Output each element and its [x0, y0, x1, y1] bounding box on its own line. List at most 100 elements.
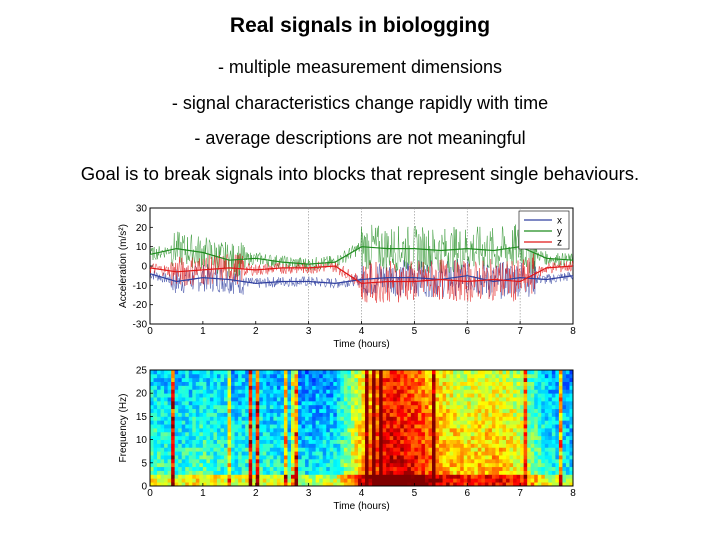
spectrogram-cell — [513, 455, 517, 460]
spectrogram-cell — [199, 385, 204, 390]
spectrogram-cell — [516, 370, 521, 375]
spectrogram-cell — [551, 400, 556, 406]
spectrogram-cell — [164, 478, 169, 483]
spectrogram-cell — [273, 397, 278, 402]
spectrogram-cell — [188, 435, 193, 440]
spectrogram-cell — [474, 462, 479, 468]
spectrogram-cell — [410, 381, 415, 386]
spectrogram-cell — [502, 424, 507, 429]
spectrogram-cell — [386, 373, 391, 379]
spectrogram-cell — [432, 478, 436, 483]
spectrogram-cell — [241, 428, 246, 433]
spectrogram-cell — [333, 412, 338, 417]
spectrogram-cell — [220, 404, 225, 410]
spectrogram-cell — [453, 412, 458, 417]
spectrogram-cell — [164, 428, 169, 433]
spectrogram-cell — [442, 393, 447, 398]
spectrogram-cell — [252, 439, 257, 444]
spectrogram-cell — [417, 373, 422, 379]
spectrogram-cell — [259, 439, 264, 444]
spectrogram-cell — [396, 385, 401, 390]
spectrogram-cell — [446, 393, 451, 398]
spectrogram-cell — [188, 458, 193, 464]
spectrogram-cell — [393, 439, 398, 444]
spectrogram-cell — [410, 370, 415, 375]
spectrogram-cell — [389, 404, 394, 410]
spectrogram-cell — [428, 404, 433, 410]
spectrogram-cell — [241, 420, 246, 425]
signal-noise — [149, 224, 574, 303]
spectrogram-cell — [188, 451, 193, 456]
spectrogram-cell — [245, 462, 250, 468]
spectrogram-cell — [174, 389, 179, 394]
spectrogram-cell — [333, 424, 338, 429]
spectrogram-cell — [442, 451, 447, 456]
spectrogram-cell — [509, 377, 514, 382]
spectrogram-cell — [449, 416, 454, 421]
spectrogram-cell — [213, 462, 218, 468]
spectrogram-cell — [537, 439, 542, 444]
spectrogram-cell — [460, 381, 465, 386]
spectrogram-cell — [350, 377, 355, 382]
x-tick-label: 0 — [147, 326, 153, 337]
spectrogram-cell — [301, 412, 306, 417]
spectrogram-cell — [368, 408, 373, 413]
spectrogram-cell — [372, 424, 376, 429]
spectrogram-cell — [312, 439, 317, 444]
spectrogram-cell — [379, 377, 384, 382]
spectrogram-cell — [357, 389, 362, 394]
spectrogram-cell — [421, 451, 426, 456]
spectrogram-cell — [266, 428, 271, 433]
spectrogram-cell — [150, 462, 154, 468]
spectrogram-cell — [474, 451, 479, 456]
spectrogram-cell — [498, 482, 503, 487]
spectrogram-cell — [171, 381, 176, 386]
spectrogram-cell — [291, 447, 295, 452]
spectrogram-cell — [178, 474, 183, 479]
spectrogram-cell — [541, 420, 546, 425]
spectrogram-cell — [361, 397, 366, 402]
spectrogram-cell — [467, 478, 472, 483]
spectrogram-cell — [206, 462, 211, 468]
spectrogram-cell — [555, 462, 560, 468]
spectrogram-cell — [368, 474, 373, 479]
spectrogram-cell — [308, 482, 313, 487]
spectrogram-cell — [446, 404, 451, 410]
spectrogram-cell — [357, 428, 362, 433]
spectrogram-cell — [350, 428, 355, 433]
spectrogram-cell — [280, 397, 285, 402]
spectrogram-cell — [421, 412, 426, 417]
spectrogram-cell — [424, 385, 429, 390]
spectrogram-cell — [308, 404, 313, 410]
spectrogram-cell — [259, 381, 264, 386]
spectrogram-cell — [209, 412, 214, 417]
spectrogram-cell — [195, 428, 200, 433]
spectrogram-cell — [562, 443, 567, 448]
spectrogram-cell — [393, 370, 398, 375]
spectrogram-cell — [150, 370, 154, 375]
spectrogram-cell — [530, 451, 535, 456]
spectrogram-cell — [255, 458, 260, 464]
spectrogram-cell — [164, 462, 169, 468]
spectrogram-cell — [266, 385, 271, 390]
spectrogram-cell — [174, 431, 179, 437]
spectrogram-cell — [231, 451, 235, 456]
spectrogram-cell — [460, 482, 465, 487]
spectrogram-cell — [414, 466, 419, 471]
spectrogram-cell — [340, 431, 345, 437]
spectrogram-cell — [294, 435, 299, 440]
spectrogram-cell — [238, 455, 243, 460]
spectrogram-cell — [245, 447, 250, 452]
spectrogram-cell — [463, 400, 468, 406]
spectrogram-cell — [410, 478, 415, 483]
spectrogram-cell — [287, 385, 292, 390]
spectrogram-cell — [534, 443, 539, 448]
spectrogram-cell — [273, 451, 278, 456]
spectrogram-cell — [340, 478, 345, 483]
spectrogram-cell — [298, 408, 302, 413]
spectrogram-cell — [227, 435, 232, 440]
spectrogram-cell — [565, 420, 570, 425]
spectrogram-cell — [382, 412, 387, 417]
spectrogram-cell — [379, 431, 384, 437]
spectrogram-cell — [301, 400, 306, 406]
